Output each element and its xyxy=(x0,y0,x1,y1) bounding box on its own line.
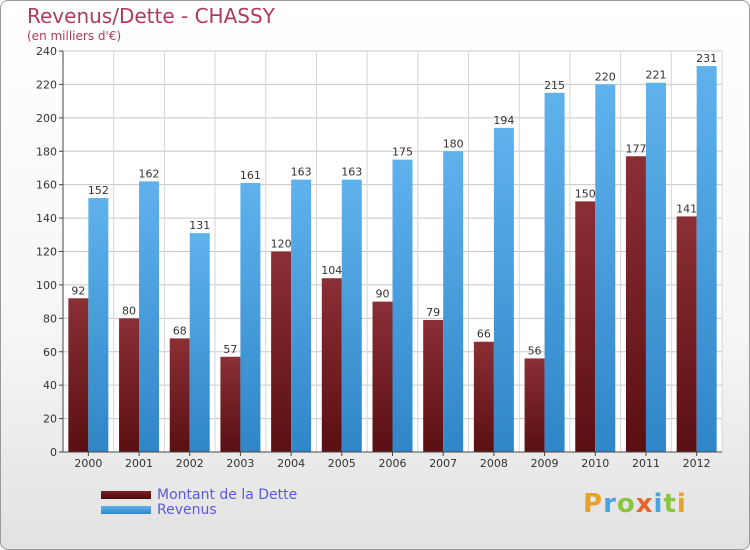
legend-label-debt: Montant de la Dette xyxy=(157,486,298,503)
logo-letter: i xyxy=(676,489,687,519)
data-label-revenue-2011: 221 xyxy=(645,69,666,82)
logo-letter: r xyxy=(603,489,617,519)
data-label-revenue-2012: 231 xyxy=(696,52,717,65)
x-tick-label: 2000 xyxy=(74,457,102,470)
y-tick-label: 0 xyxy=(50,446,57,459)
data-label-debt-2010: 150 xyxy=(575,187,596,200)
data-label-debt-2008: 66 xyxy=(477,328,491,341)
x-tick-label: 2011 xyxy=(632,457,660,470)
data-label-debt-2001: 80 xyxy=(122,304,136,317)
bar-debt-2012 xyxy=(676,216,697,452)
bar-debt-2002 xyxy=(169,338,190,452)
x-tick-label: 2001 xyxy=(125,457,153,470)
bar-debt-2010 xyxy=(575,201,596,452)
x-tick-label: 2009 xyxy=(531,457,559,470)
y-tick-label: 220 xyxy=(36,78,57,91)
bar-revenue-2005 xyxy=(341,179,362,452)
data-label-debt-2004: 120 xyxy=(271,238,292,251)
x-tick-label: 2004 xyxy=(277,457,305,470)
x-tick-label: 2008 xyxy=(480,457,508,470)
y-tick-label: 240 xyxy=(36,45,57,58)
y-tick-label: 200 xyxy=(36,112,57,125)
legend-item-debt: Montant de la Dette xyxy=(101,486,298,503)
logo-letter: P xyxy=(583,489,604,519)
bar-debt-2004 xyxy=(271,251,292,452)
x-tick-label: 2012 xyxy=(683,457,711,470)
logo-letter: i xyxy=(653,489,664,519)
bar-revenue-2008 xyxy=(493,127,514,452)
data-label-revenue-2006: 175 xyxy=(392,146,413,159)
bar-revenue-2006 xyxy=(392,159,413,452)
data-label-revenue-2010: 220 xyxy=(595,70,616,83)
y-tick-label: 180 xyxy=(36,145,57,158)
x-tick-label: 2006 xyxy=(379,457,407,470)
data-label-revenue-2003: 161 xyxy=(240,169,261,182)
data-label-debt-2005: 104 xyxy=(321,264,342,277)
bar-revenue-2001 xyxy=(139,181,160,452)
y-tick-label: 40 xyxy=(43,379,57,392)
data-label-revenue-2004: 163 xyxy=(291,166,312,179)
bar-revenue-2012 xyxy=(696,66,717,452)
x-tick-label: 2002 xyxy=(176,457,204,470)
proxiti-logo: Proxiti xyxy=(583,489,687,519)
chart-title: Revenus/Dette - CHASSY xyxy=(27,4,275,28)
bar-debt-2005 xyxy=(321,278,342,452)
bar-debt-2000 xyxy=(68,298,89,452)
y-tick-label: 80 xyxy=(43,312,57,325)
bar-debt-2011 xyxy=(625,156,646,452)
bar-revenue-2003 xyxy=(240,182,261,452)
data-label-debt-2002: 68 xyxy=(173,324,187,337)
data-label-revenue-2001: 162 xyxy=(139,167,160,180)
x-tick-label: 2003 xyxy=(226,457,254,470)
legend-label-revenue: Revenus xyxy=(157,501,217,518)
data-label-debt-2003: 57 xyxy=(223,343,237,356)
bar-revenue-2004 xyxy=(291,179,312,452)
x-tick-label: 2007 xyxy=(429,457,457,470)
y-tick-label: 120 xyxy=(36,246,57,259)
data-label-debt-2000: 92 xyxy=(71,284,85,297)
logo-letter: o xyxy=(616,489,636,519)
y-tick-label: 160 xyxy=(36,179,57,192)
bar-revenue-2011 xyxy=(645,82,666,452)
bar-revenue-2009 xyxy=(544,92,565,452)
legend-item-revenue: Revenus xyxy=(101,501,297,518)
data-label-revenue-2007: 180 xyxy=(443,137,464,150)
bar-debt-2003 xyxy=(220,356,241,452)
y-tick-label: 60 xyxy=(43,346,57,359)
bar-debt-2006 xyxy=(372,301,393,452)
bar-debt-2007 xyxy=(423,320,444,452)
logo-letter: x xyxy=(635,489,654,519)
x-tick-label: 2010 xyxy=(581,457,609,470)
data-label-revenue-2002: 131 xyxy=(189,219,210,232)
logo-letter: t xyxy=(663,489,677,519)
y-tick-label: 20 xyxy=(43,413,57,426)
x-tick-label: 2005 xyxy=(328,457,356,470)
bar-revenue-2000 xyxy=(88,198,109,452)
bar-revenue-2007 xyxy=(443,151,464,452)
chart-legend: Montant de la Dette Revenus xyxy=(101,486,298,518)
y-tick-label: 140 xyxy=(36,212,57,225)
data-label-revenue-2009: 215 xyxy=(544,79,565,92)
data-label-debt-2006: 90 xyxy=(376,288,390,301)
data-label-debt-2011: 177 xyxy=(625,142,646,155)
data-label-debt-2009: 56 xyxy=(528,344,542,357)
chart-subtitle: (en milliers d'€) xyxy=(27,29,122,43)
data-label-revenue-2000: 152 xyxy=(88,184,109,197)
data-label-revenue-2005: 163 xyxy=(341,166,362,179)
bar-revenue-2010 xyxy=(595,84,616,453)
bar-revenue-2002 xyxy=(189,233,210,452)
bar-debt-2008 xyxy=(473,341,494,452)
data-label-revenue-2008: 194 xyxy=(493,114,514,127)
data-label-debt-2007: 79 xyxy=(426,306,440,319)
bar-debt-2009 xyxy=(524,358,545,452)
legend-swatch-revenue xyxy=(101,505,151,514)
legend-swatch-debt xyxy=(101,490,151,499)
data-label-debt-2012: 141 xyxy=(676,202,697,215)
bar-debt-2001 xyxy=(119,318,140,452)
y-tick-label: 100 xyxy=(36,279,57,292)
